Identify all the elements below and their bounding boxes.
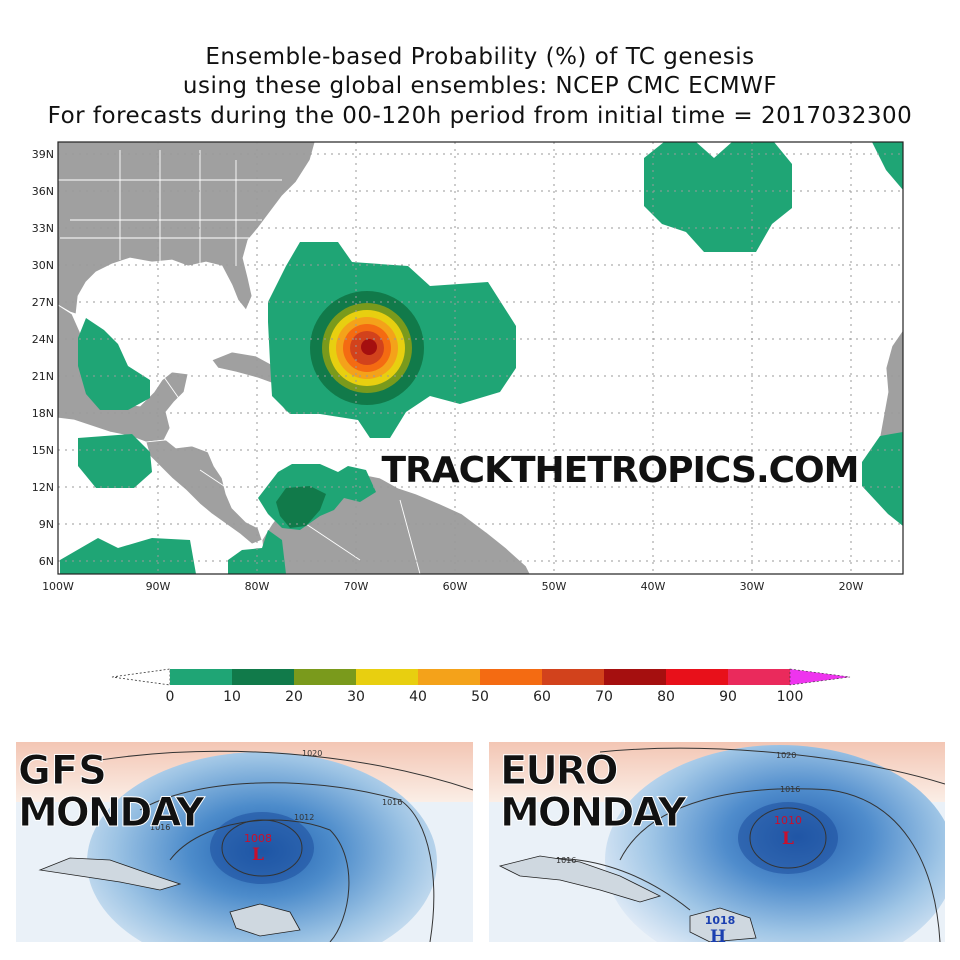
colorbar-tick-label: 50 xyxy=(471,689,489,705)
colorbar-cell xyxy=(294,669,356,685)
lon-label: 50W xyxy=(542,580,567,593)
colorbar-cell xyxy=(418,669,480,685)
lon-label: 20W xyxy=(839,580,864,593)
colorbar-cell xyxy=(604,669,666,685)
colorbar-low-arrow xyxy=(111,668,171,686)
longitude-labels: 100W 90W 80W 70W 60W 50W 40W 30W 20W xyxy=(42,580,863,593)
colorbar-tick-label: 30 xyxy=(347,689,365,705)
gfs-low-pressure: 1008 xyxy=(244,832,272,845)
lon-label: 80W xyxy=(245,580,270,593)
colorbar-cell xyxy=(542,669,604,685)
latitude-labels: 39N 36N 33N 30N 27N 24N 21N 18N 15N 12N … xyxy=(32,148,54,568)
euro-panel-title: EURO xyxy=(500,748,617,794)
colorbar-ticks: 0 10 20 30 40 50 60 70 80 90 100 xyxy=(166,689,804,705)
lat-label: 24N xyxy=(32,333,54,346)
colorbar-cell xyxy=(356,669,418,685)
gfs-isobar-label: 1016 xyxy=(382,798,402,807)
colorbar-cell xyxy=(728,669,790,685)
colorbar-tick-label: 90 xyxy=(719,689,737,705)
lat-label: 9N xyxy=(39,518,54,531)
genesis-area-panama xyxy=(228,530,286,574)
colorbar-tick-label: 70 xyxy=(595,689,613,705)
genesis-area-sw xyxy=(60,538,196,574)
gfs-isobar-label: 1016 xyxy=(150,823,170,832)
gfs-panel: 1008 L 1020 1016 1016 1012 GFS MONDAY xyxy=(16,742,473,942)
genesis-ring-70 xyxy=(361,339,377,355)
genesis-area-ne xyxy=(644,142,792,252)
euro-low-symbol: L xyxy=(782,829,794,849)
gfs-isobar-label: 1012 xyxy=(294,813,314,822)
lat-label: 30N xyxy=(32,259,54,272)
euro-isobar-label: 1016 xyxy=(780,785,800,794)
watermark-text: TRACKTHETROPICS.COM xyxy=(382,450,859,491)
colorbar-cells xyxy=(170,669,790,685)
colorbar-tick-label: 40 xyxy=(409,689,427,705)
colorbar-tick-label: 0 xyxy=(166,689,175,705)
genesis-area-ne-corner xyxy=(872,142,903,190)
euro-panel: 1010 L 1018 H 1020 1016 1016 EURO MONDAY xyxy=(489,742,945,947)
genesis-area-epac xyxy=(78,434,152,488)
colorbar: 0 10 20 30 40 50 60 70 80 90 100 xyxy=(111,668,851,705)
euro-high-symbol: H xyxy=(710,927,726,947)
euro-high-pressure: 1018 xyxy=(705,914,736,927)
lon-label: 40W xyxy=(641,580,666,593)
colorbar-cell xyxy=(232,669,294,685)
colorbar-cell xyxy=(170,669,232,685)
chart-title-line3: For forecasts during the 00-120h period … xyxy=(47,103,913,129)
colorbar-tick-label: 60 xyxy=(533,689,551,705)
genesis-area-east xyxy=(862,432,903,526)
lat-label: 33N xyxy=(32,222,54,235)
euro-isobar-label: 1016 xyxy=(556,856,576,865)
map-frame xyxy=(57,141,904,575)
lat-label: 39N xyxy=(32,148,54,161)
colorbar-tick-label: 100 xyxy=(777,689,804,705)
political-borders xyxy=(58,150,421,574)
lat-label: 27N xyxy=(32,296,54,309)
gfs-isobars xyxy=(99,750,473,942)
gfs-panel-title: GFS xyxy=(18,748,107,794)
grid-lines xyxy=(58,142,903,574)
colorbar-tick-label: 80 xyxy=(657,689,675,705)
lat-label: 15N xyxy=(32,444,54,457)
lon-label: 60W xyxy=(443,580,468,593)
lon-label: 100W xyxy=(42,580,74,593)
genesis-area-gulf xyxy=(78,318,150,410)
colorbar-tick-label: 10 xyxy=(223,689,241,705)
colorbar-high-arrow xyxy=(789,668,851,686)
gfs-panel-subtitle: MONDAY xyxy=(18,790,206,836)
lon-label: 70W xyxy=(344,580,369,593)
euro-low-pressure: 1010 xyxy=(774,814,802,827)
lat-label: 18N xyxy=(32,407,54,420)
lon-label: 30W xyxy=(740,580,765,593)
lat-label: 21N xyxy=(32,370,54,383)
colorbar-cell xyxy=(666,669,728,685)
euro-panel-subtitle: MONDAY xyxy=(500,790,688,836)
colorbar-tick-label: 20 xyxy=(285,689,303,705)
gfs-isobar-label: 1020 xyxy=(302,749,322,758)
colorbar-cell xyxy=(480,669,542,685)
lon-label: 90W xyxy=(146,580,171,593)
lat-label: 36N xyxy=(32,185,54,198)
lat-label: 6N xyxy=(39,555,54,568)
genesis-ring-caribbean-10 xyxy=(276,486,326,528)
euro-isobar-label: 1020 xyxy=(776,751,796,760)
chart-title-line2: using these global ensembles: NCEP CMC E… xyxy=(182,73,778,99)
lat-label: 12N xyxy=(32,481,54,494)
chart-title-line1: Ensemble-based Probability (%) of TC gen… xyxy=(205,44,755,70)
gfs-low-symbol: L xyxy=(252,845,264,865)
